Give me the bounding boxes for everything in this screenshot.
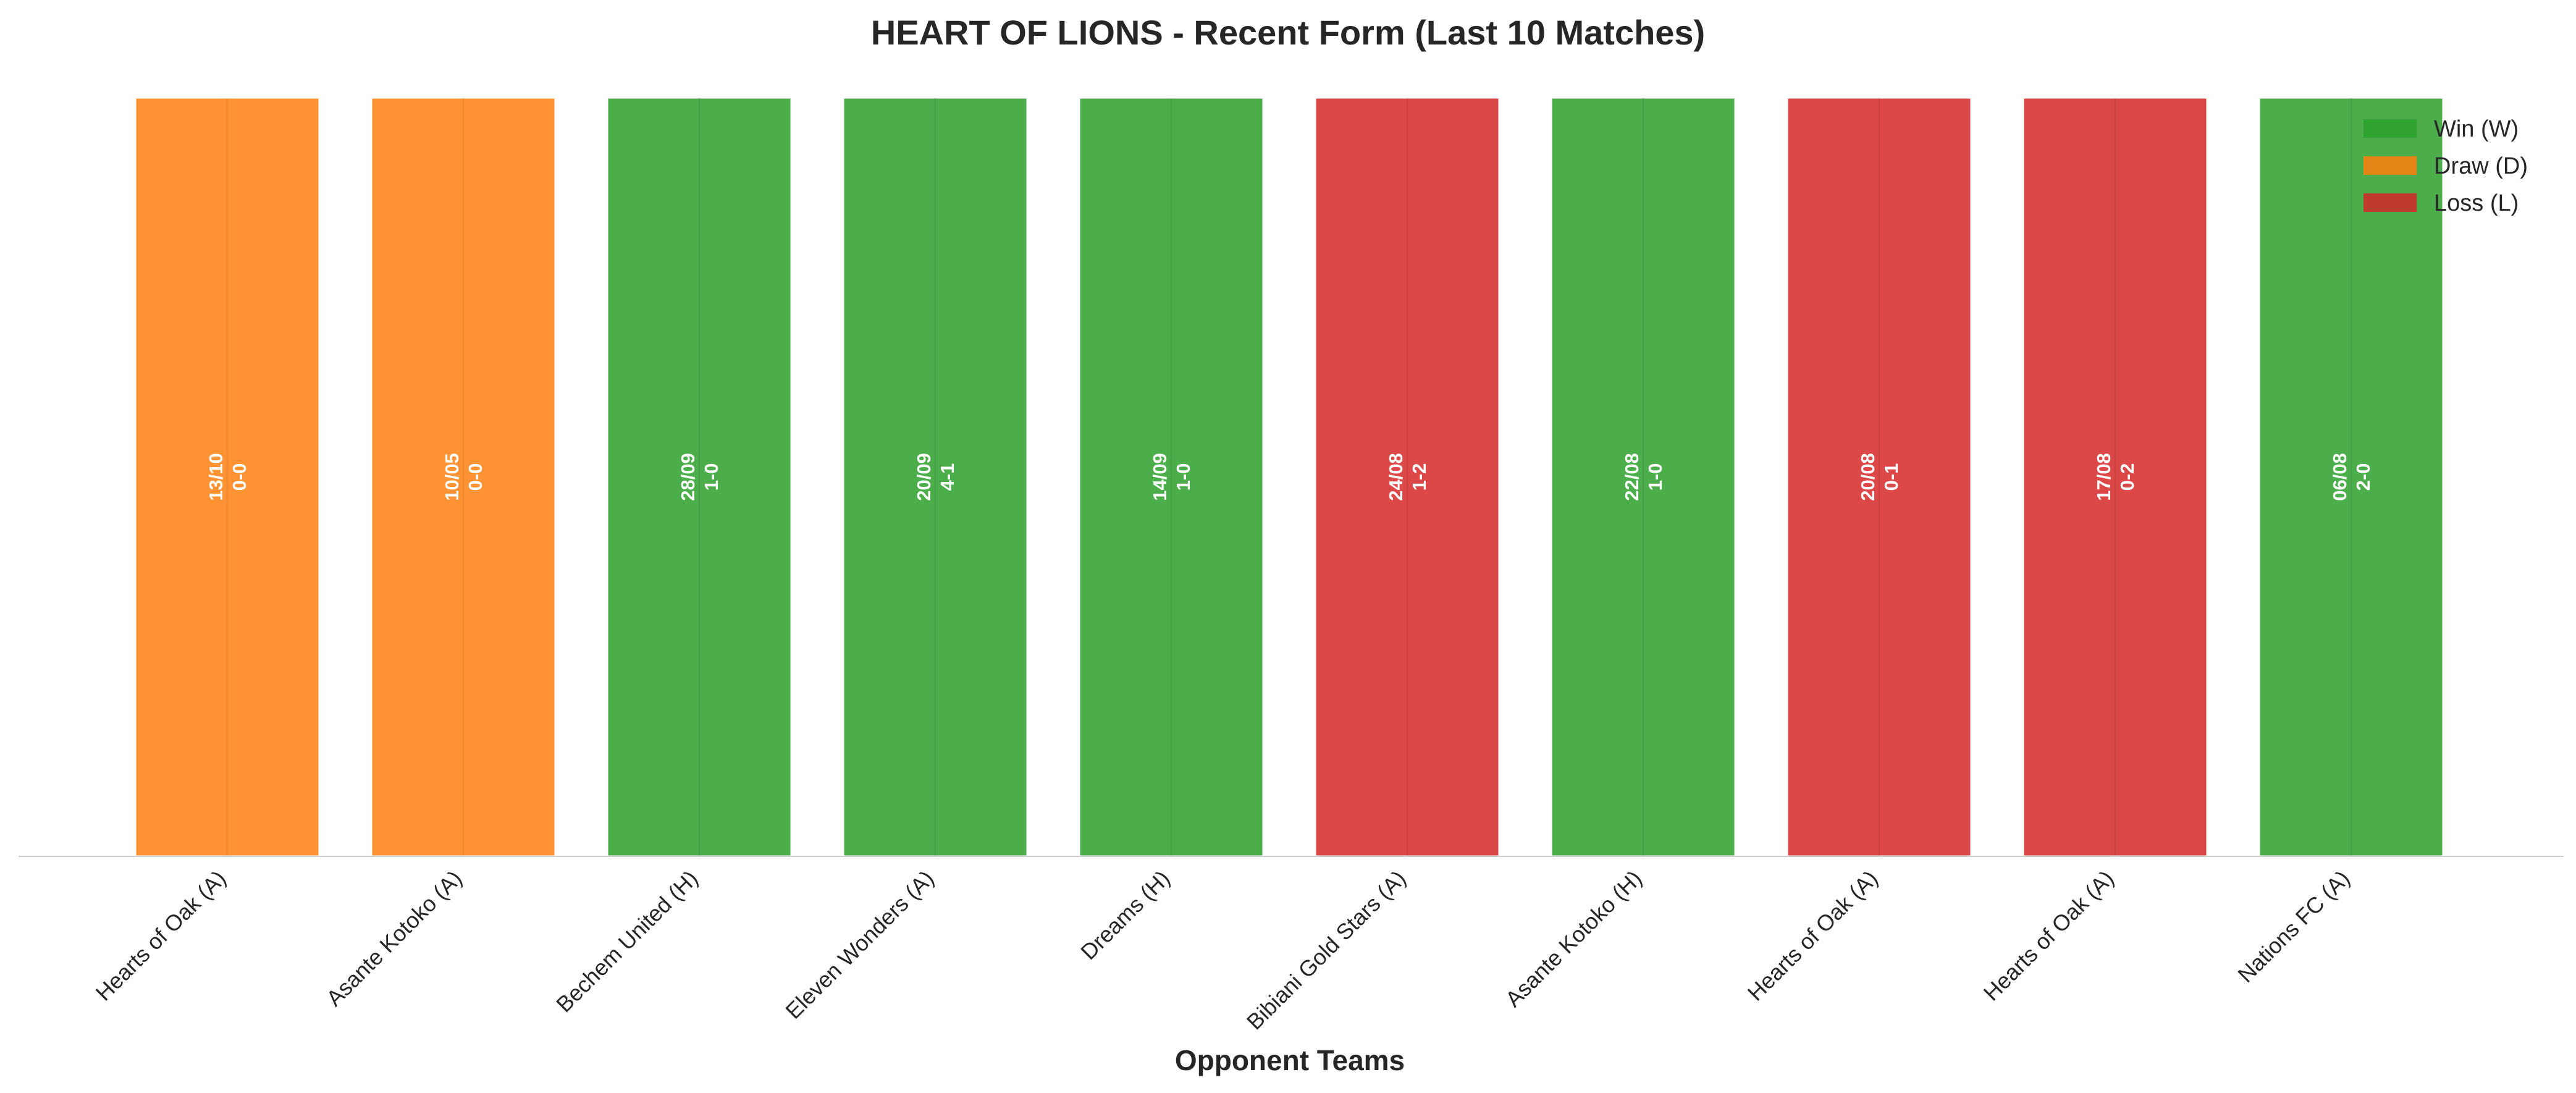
x-tick-label: Hearts of Oak (A) — [1979, 866, 2119, 1006]
legend-swatch — [2363, 193, 2417, 212]
bar — [606, 96, 793, 858]
x-axis-label: Opponent Teams — [1175, 1044, 1405, 1076]
bar-score: 0-2 — [2116, 463, 2138, 491]
bar-date: 13/10 — [205, 453, 227, 501]
bar-label: 14/091-0 — [1149, 453, 1194, 501]
bar-score: 2-0 — [2352, 463, 2374, 491]
legend-label: Win (W) — [2434, 116, 2519, 142]
x-tick-label: Dreams (H) — [1075, 866, 1175, 965]
x-tick-label: Bechem United (H) — [551, 866, 702, 1017]
bar-label: 17/080-2 — [2093, 453, 2138, 501]
bar-date: 06/08 — [2329, 453, 2351, 501]
bar — [1550, 96, 1736, 858]
bar-label: 22/081-0 — [1621, 453, 1666, 501]
chart-title: HEART OF LIONS - Recent Form (Last 10 Ma… — [871, 13, 1705, 52]
bar — [134, 96, 321, 858]
legend-label: Loss (L) — [2434, 190, 2519, 216]
bar-score: 1-2 — [1408, 463, 1430, 491]
x-tick-label: Nations FC (A) — [2233, 866, 2354, 987]
bar-score: 0-0 — [229, 463, 250, 491]
x-tick-label: Eleven Wonders (A) — [780, 866, 938, 1024]
bar — [1314, 96, 1501, 858]
x-tick-label: Bibiani Gold Stars (A) — [1242, 866, 1411, 1035]
bar-score: 1-0 — [701, 463, 722, 491]
bar-label: 24/081-2 — [1385, 453, 1430, 501]
x-tick-label: Hearts of Oak (A) — [1743, 866, 1883, 1006]
bar-date: 20/08 — [1857, 453, 1879, 501]
bar-label: 10/050-0 — [441, 453, 486, 501]
bar-score: 1-0 — [1172, 463, 1194, 491]
x-tick-label: Asante Kotoko (H) — [1501, 866, 1647, 1012]
bar-label: 28/091-0 — [677, 453, 722, 501]
bar-date: 17/08 — [2093, 453, 2115, 501]
bar-date: 24/08 — [1385, 453, 1407, 501]
bar-label: 20/080-1 — [1857, 453, 1902, 501]
bar-score: 0-1 — [1880, 463, 1902, 491]
bar-score: 1-0 — [1644, 463, 1666, 491]
bars-group: 13/100-0 10/050-0 28/091-0 20/094-1 14/091-0… — [134, 96, 2444, 858]
bar-date: 14/09 — [1149, 453, 1171, 501]
bar-label: 20/094-1 — [913, 453, 958, 501]
bar — [1078, 96, 1265, 858]
bar-date: 28/09 — [677, 453, 699, 501]
bar — [842, 96, 1029, 858]
bar-date: 10/05 — [441, 453, 463, 501]
bar-date: 20/09 — [913, 453, 935, 501]
bar-date: 22/08 — [1621, 453, 1643, 501]
bar — [2258, 96, 2444, 858]
bar-label: 13/100-0 — [205, 453, 250, 501]
legend-swatch — [2363, 119, 2417, 138]
x-tick-label: Asante Kotoko (A) — [321, 866, 467, 1011]
x-tick-label: Hearts of Oak (A) — [91, 866, 231, 1006]
bar-label: 06/082-0 — [2329, 453, 2374, 501]
bar — [370, 96, 557, 858]
legend-label: Draw (D) — [2434, 153, 2528, 179]
legend: Win (W) Draw (D) Loss (L) — [2363, 116, 2528, 216]
bar-score: 0-0 — [465, 463, 486, 491]
x-tick-labels: Hearts of Oak (A) Asante Kotoko (A) Bechem… — [91, 866, 2355, 1035]
legend-swatch — [2363, 156, 2417, 175]
bar-score: 4-1 — [937, 463, 958, 491]
